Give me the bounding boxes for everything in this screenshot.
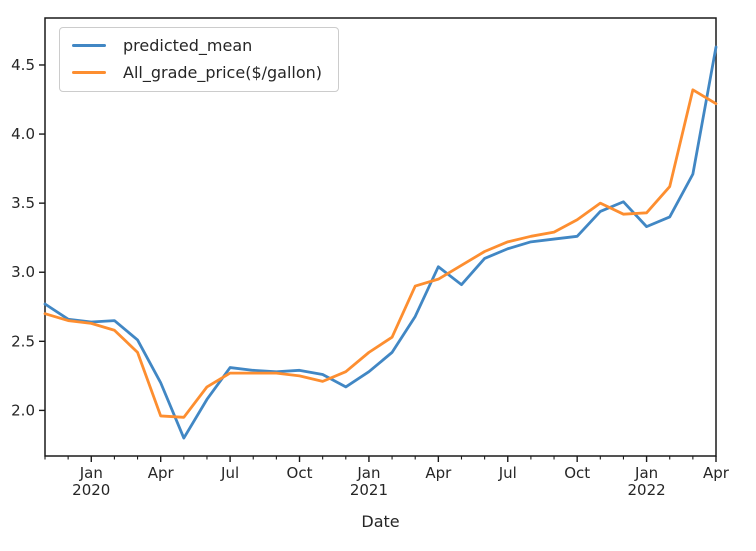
x-tick-year-label: 2020	[72, 481, 110, 499]
x-tick-label: Oct	[287, 464, 313, 482]
x-tick-label: Jan	[634, 464, 658, 482]
legend-item-predicted-mean: predicted_mean	[72, 37, 322, 55]
y-tick-label: 2.5	[11, 332, 35, 350]
series-line-all-grade-price-gallon-	[43, 88, 718, 419]
plot-border	[44, 17, 717, 457]
legend-label-all-grade-price: All_grade_price($/gallon)	[123, 62, 323, 82]
x-tick-label: Jan	[356, 464, 380, 482]
x-tick-label: Apr	[148, 464, 175, 482]
x-tick-label: Oct	[564, 464, 590, 482]
x-tick-label: Apr	[703, 464, 730, 482]
legend-box: predicted_mean All_grade_price($/gallon)	[59, 27, 340, 93]
x-tick-label: Jul	[498, 464, 517, 482]
predicted-mean-line-swatch	[72, 44, 106, 48]
series-line-predicted-mean	[43, 45, 718, 440]
y-tick-label: 3.5	[11, 194, 35, 212]
x-tick-label: Apr	[425, 464, 452, 482]
x-axis-title: Date	[361, 512, 400, 531]
y-tick-label: 4.5	[11, 56, 35, 74]
y-tick-label: 2.0	[11, 401, 35, 419]
x-tick-label: Jul	[220, 464, 239, 482]
legend-item-all-grade-price: All_grade_price($/gallon)	[72, 62, 323, 82]
x-tick-label: Jan	[79, 464, 103, 482]
all-grade-price-line-swatch	[72, 70, 106, 74]
y-tick-label: 4.0	[11, 125, 35, 143]
legend-label-predicted-mean: predicted_mean	[123, 36, 253, 55]
y-tick-label: 3.0	[11, 263, 35, 281]
x-tick-year-label: 2022	[627, 481, 665, 499]
x-tick-year-label: 2021	[350, 481, 388, 499]
